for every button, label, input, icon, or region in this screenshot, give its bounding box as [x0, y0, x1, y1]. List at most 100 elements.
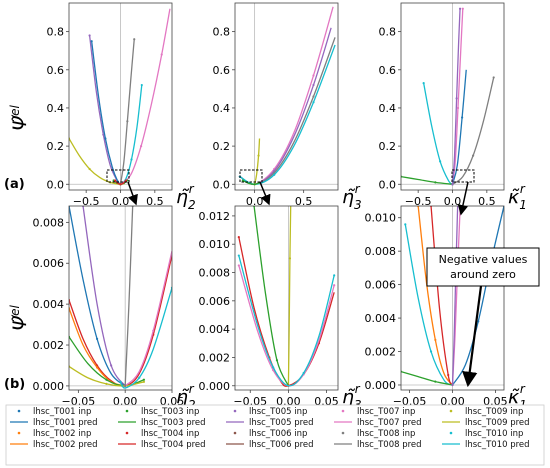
x-axis-label-main: κ̃	[508, 186, 520, 208]
x-axis-label-sub: 3	[354, 198, 362, 212]
series-point	[472, 154, 475, 157]
series-line-7	[124, 250, 172, 387]
series-line-3	[451, 69, 467, 185]
series-point	[237, 236, 240, 239]
y-tick-label: 0.000	[33, 380, 65, 393]
zoom-box-1	[106, 169, 130, 183]
plot-frame	[68, 205, 173, 391]
row-label-a: (a)	[4, 177, 25, 192]
series-point	[88, 34, 91, 37]
series-point	[140, 83, 143, 87]
x-axis-label: η̃2 r	[176, 182, 196, 212]
y-tick-label: 0.006	[199, 295, 231, 308]
series-line-4	[451, 206, 504, 386]
series-point	[422, 82, 425, 85]
y-tick-label: 0.4	[47, 102, 65, 115]
x-tick-label: 0.0	[246, 195, 264, 208]
legend-swatch-dot	[17, 431, 21, 435]
row-label-b: (b)	[4, 377, 25, 392]
series-group	[69, 206, 172, 389]
legend-label: lhsc_T008 pred	[357, 440, 422, 450]
series-point	[142, 380, 146, 383]
series-line-4	[239, 44, 336, 185]
series-point	[434, 181, 437, 184]
series-point	[257, 154, 260, 157]
series-point	[88, 167, 91, 171]
series-point	[160, 53, 163, 56]
legend-label: lhsc_T010 inp	[465, 429, 523, 439]
series-point	[312, 101, 315, 104]
y-axis-label-sup: el	[8, 104, 22, 115]
series-point	[333, 274, 336, 277]
y-tick-label: 0.6	[47, 64, 65, 77]
y-axis-label-main: Ψ̃	[9, 114, 31, 131]
series-point	[237, 264, 240, 267]
series-line-0	[82, 206, 126, 387]
y-tick-label: 0.000	[199, 380, 231, 393]
legend-label: lhsc_T001 inp	[33, 407, 91, 417]
x-axis-label-sup: r	[355, 182, 361, 196]
legend-label: lhsc_T002 inp	[33, 429, 91, 439]
legend-label: lhsc_T010 pred	[465, 440, 530, 450]
y-axis-label-main: Ψ̃	[9, 314, 31, 331]
series-point	[429, 350, 433, 353]
legend-label: lhsc_T004 inp	[141, 429, 199, 439]
series-line-4	[120, 84, 143, 185]
series-point	[451, 383, 454, 387]
y-axis-label-sup: el	[8, 304, 22, 315]
legend-label: lhsc_T005 pred	[249, 418, 314, 428]
series-point	[461, 7, 464, 10]
x-axis-label-sup: r	[189, 382, 195, 396]
x-axis-label-sup: r	[520, 382, 526, 396]
series-point	[455, 97, 458, 100]
series-line-3	[119, 39, 135, 185]
series-group	[401, 7, 495, 186]
plot-frame	[234, 205, 339, 391]
y-tick-label: 0.006	[365, 279, 397, 292]
legend-label: lhsc_T002 pred	[33, 440, 98, 450]
x-axis-label: η̃3 r	[342, 182, 362, 212]
x-axis-label-sub: 2	[188, 198, 196, 212]
series-point	[456, 106, 460, 110]
x-axis-label-sup: r	[189, 182, 195, 196]
legend-swatch-dot	[449, 409, 453, 413]
y-tick-label: 0.8	[47, 26, 65, 39]
y-tick-label: 0.006	[33, 257, 65, 270]
series-line-2	[238, 237, 335, 387]
y-tick-label: 0.0	[47, 178, 65, 191]
y-tick-label: 0.4	[379, 102, 397, 115]
legend-swatch-dot	[125, 409, 129, 413]
panel-a-3: 0.0 0.2 0.4 0.6 0.8 −0.5 0.0 0.5 κ̃1 r	[379, 2, 527, 212]
series-point	[119, 183, 122, 186]
x-tick-label: 0.5	[146, 195, 164, 208]
panel-a-2: 0.0 0.2 0.4 0.6 0.8 0.0 0.5 η̃3 r	[213, 2, 362, 212]
series-point	[434, 338, 437, 341]
series-point	[126, 120, 129, 123]
x-tick-label: −0.5	[405, 195, 432, 208]
legend-label: lhsc_T007 inp	[357, 407, 415, 417]
legend-frame	[5, 404, 545, 466]
zoom-arrow-2	[259, 181, 271, 206]
series-line-1	[69, 206, 126, 387]
y-tick-label: 0.2	[47, 140, 65, 153]
y-tick-label: 0.8	[213, 26, 231, 39]
series-point	[333, 284, 336, 287]
legend-swatch-dot	[449, 431, 453, 435]
x-axis-label-sup: r	[355, 382, 361, 396]
x-axis-label-sub: 1	[519, 198, 527, 212]
plot-frame	[234, 2, 339, 191]
series-point	[253, 183, 256, 186]
legend-swatch-dot	[17, 409, 21, 413]
zoom-box-3	[451, 169, 475, 183]
series-point	[105, 378, 108, 381]
series-line-1	[253, 206, 290, 387]
y-tick-label: 0.002	[199, 351, 231, 364]
legend-swatch-dot	[125, 431, 129, 435]
series-line-1	[91, 41, 121, 185]
legend-swatch-dot	[233, 431, 237, 435]
annotation-text: around zero	[450, 268, 516, 281]
y-tick-label: 0.2	[379, 140, 397, 153]
